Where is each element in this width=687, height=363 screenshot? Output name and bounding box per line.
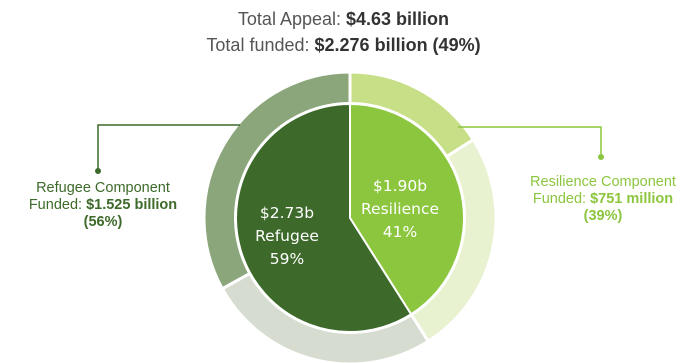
resilience-funded-percent: (39%) <box>508 208 687 225</box>
total-funded-line: Total funded: $2.276 billion (49%) <box>0 35 687 56</box>
slice-label-refugee-amount: $2.73b <box>260 204 314 222</box>
slice-labels: $1.90b Resilience 41% $2.73b Refugee 59% <box>255 177 439 268</box>
resilience-connector-dot <box>598 154 604 160</box>
slice-label-resilience-amount: $1.90b <box>373 177 427 195</box>
callout-connectors <box>95 124 604 174</box>
total-funded-value: $2.276 billion (49%) <box>314 35 481 55</box>
slice-label-resilience-percent: 41% <box>383 223 417 241</box>
slice-label-refugee-name: Refugee <box>255 227 319 245</box>
refugee-funded-value: $1.525 billion <box>86 197 178 213</box>
resilience-component-callout: Resilience Component Funded: $751 millio… <box>508 174 687 225</box>
refugee-component-title: Refugee Component <box>36 180 170 196</box>
inner-slice-refugee <box>235 102 413 333</box>
refugee-funded-percent-value: (56%) <box>83 214 123 230</box>
resilience-component-title: Resilience Component <box>530 174 676 190</box>
resilience-connector-line <box>458 126 602 156</box>
total-funded-label: Total funded: <box>206 35 310 55</box>
refugee-funded-line: Funded: $1.525 billion <box>8 197 198 214</box>
refugee-component-callout: Refugee Component Funded: $1.525 billion… <box>8 180 198 231</box>
slice-label-refugee-percent: 59% <box>270 250 304 268</box>
resilience-funded-line: Funded: $751 million <box>508 191 687 208</box>
refugee-funded-label: Funded: <box>28 197 83 213</box>
refugee-connector-line <box>97 124 240 170</box>
resilience-funded-percent-value: (39%) <box>583 208 623 224</box>
refugee-funded-percent: (56%) <box>8 214 198 231</box>
refugee-connector-dot <box>95 168 101 174</box>
resilience-funded-value: $751 million <box>590 191 674 207</box>
total-appeal-value: $4.63 billion <box>346 9 450 29</box>
total-appeal-label: Total Appeal: <box>237 9 341 29</box>
resilience-funded-label: Funded: <box>532 191 587 207</box>
inner-pie <box>235 102 465 333</box>
slice-label-resilience-name: Resilience <box>361 200 439 218</box>
total-appeal-line: Total Appeal: $4.63 billion <box>0 9 687 30</box>
